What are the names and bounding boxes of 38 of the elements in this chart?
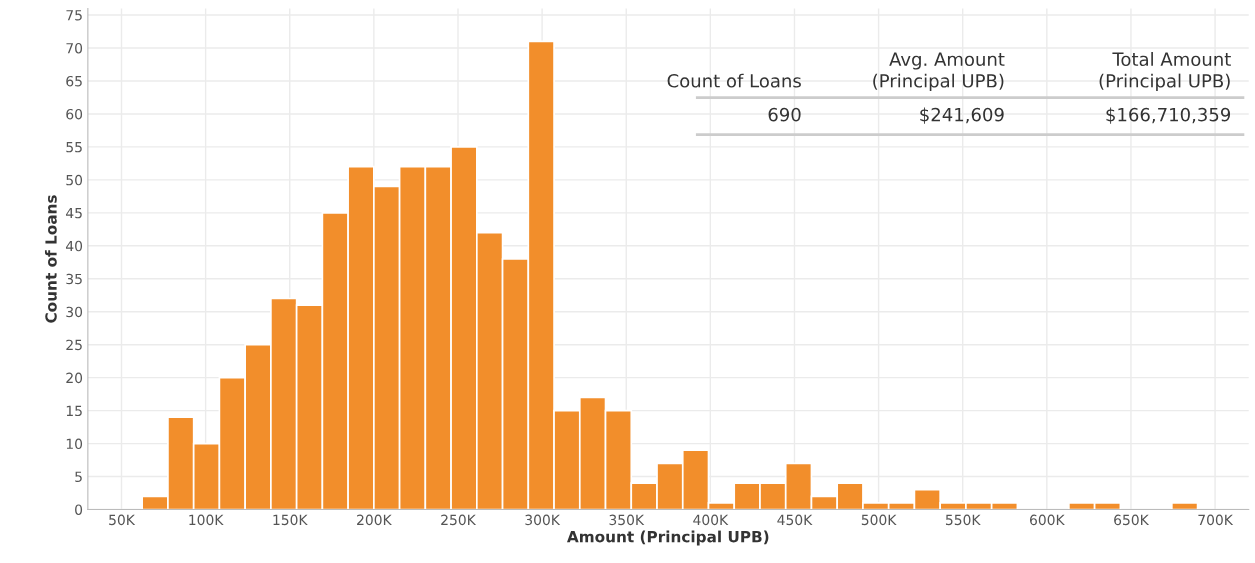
x-tick-label: 350K (609, 514, 645, 526)
y-tick-label: 75 (66, 10, 82, 21)
annotation: Count of Loans (667, 73, 801, 88)
x-tick-label: 700K (1198, 514, 1234, 526)
y-tick-label: 50 (66, 174, 83, 186)
x-tick-label: 300K (525, 514, 561, 526)
x-tick-label: 550K (945, 514, 981, 526)
y-tick-label: 40 (65, 240, 83, 252)
y-tick-label: 45 (65, 207, 82, 219)
y-tick-label: 10 (66, 438, 83, 450)
y-tick-label: 55 (66, 142, 82, 153)
y-tick-label: 65 (66, 75, 82, 87)
x-tick-label: 250K (441, 514, 477, 526)
x-tick-label: 100K (189, 514, 224, 526)
y-tick-label: 35 (66, 273, 82, 285)
y-tick-label: 0 (75, 504, 83, 515)
annotation: $166,710,359 (1106, 107, 1231, 124)
y-tick-label: 20 (66, 372, 83, 384)
annotation: 690 (768, 107, 801, 122)
annotation: Avg. Amount (Principal UPB) (873, 52, 1005, 92)
annotation: $241,609 (920, 107, 1004, 124)
y-tick-label: 70 (66, 42, 83, 54)
x-tick-label: 50K (109, 514, 136, 526)
x-axis-title: Amount (Principal UPB) (566, 530, 769, 546)
y-tick-label: 5 (75, 471, 82, 483)
x-tick-label: 150K (273, 514, 308, 526)
x-tick-label: 500K (861, 514, 897, 526)
x-tick-label: 650K (1114, 514, 1150, 526)
y-tick-label: 30 (66, 306, 83, 318)
y-tick-label: 15 (66, 405, 82, 417)
x-tick-label: 400K (693, 514, 729, 526)
x-tick-label: 600K (1029, 514, 1065, 526)
x-tick-label: 450K (777, 514, 813, 526)
y-tick-label: 60 (66, 108, 83, 120)
annotation: Total Amount (Principal UPB) (1099, 52, 1231, 92)
y-tick-label: 25 (66, 339, 82, 351)
x-tick-label: 200K (357, 514, 392, 526)
y-axis-title: Count of Loans (44, 195, 57, 323)
